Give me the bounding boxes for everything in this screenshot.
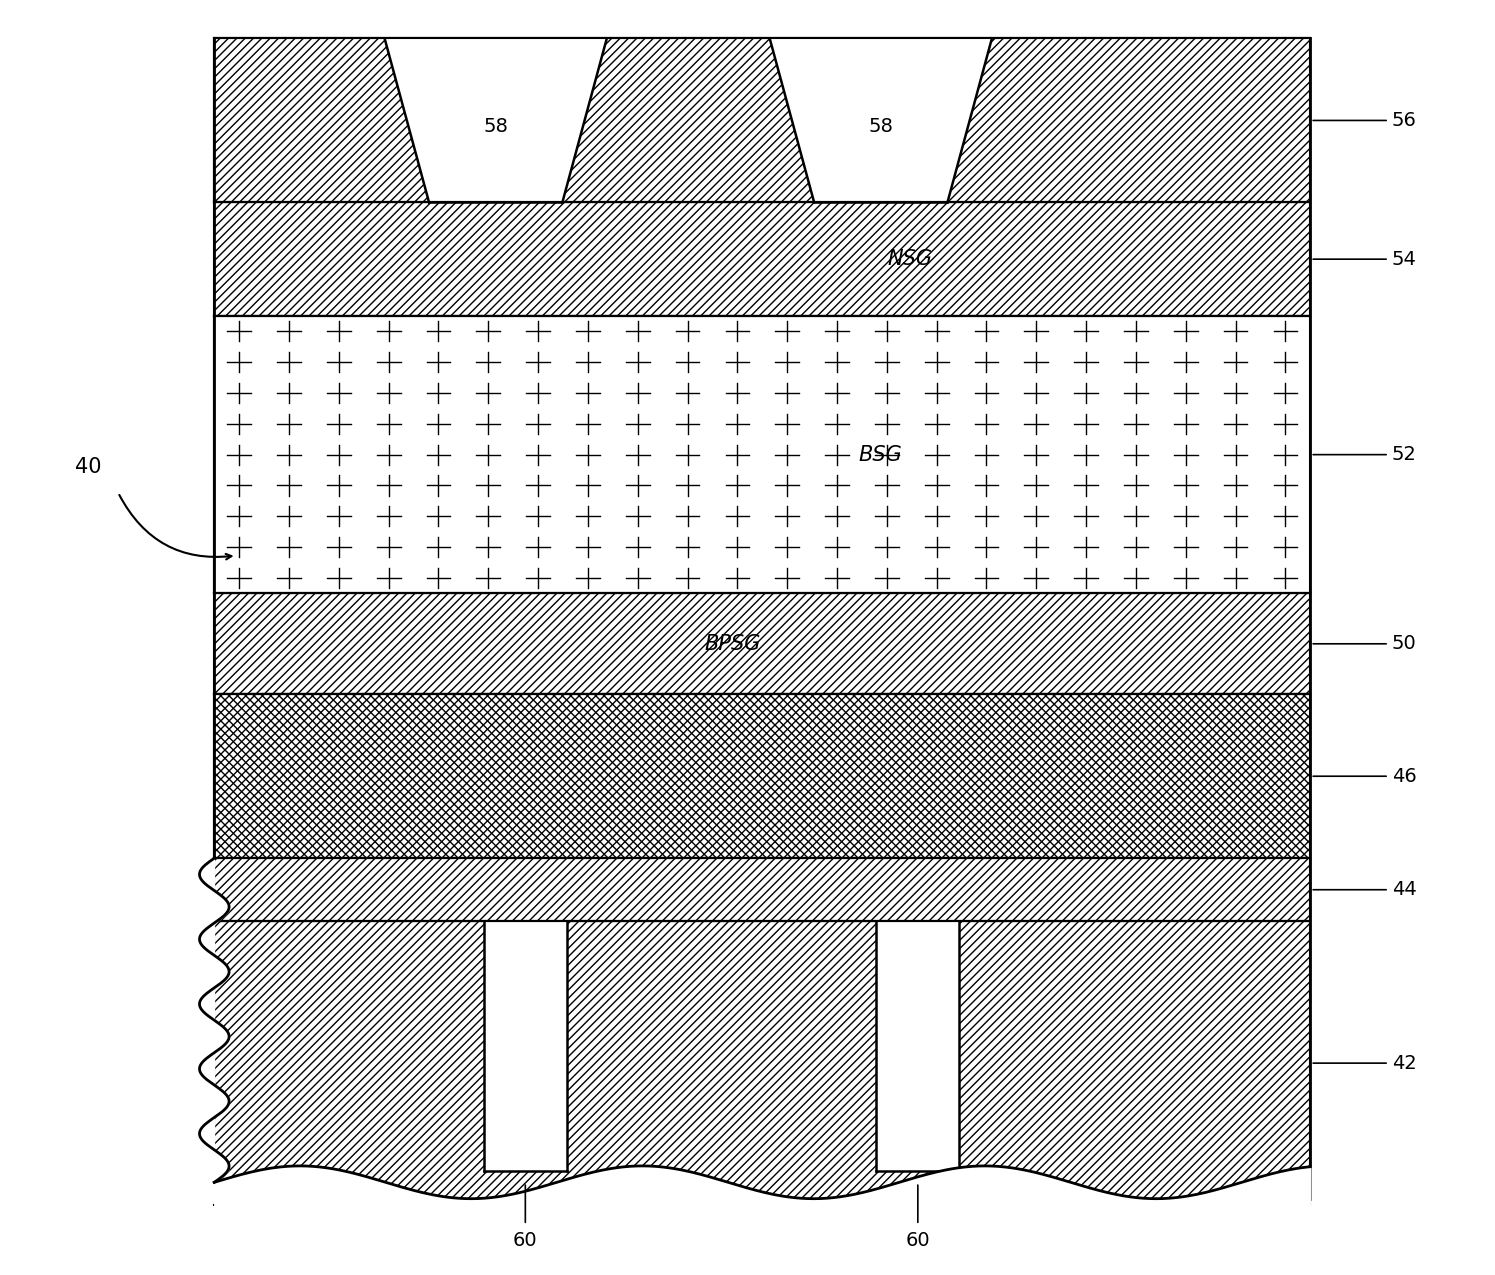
Text: 56: 56 [1313, 111, 1417, 130]
Text: NSG: NSG [888, 249, 933, 269]
Bar [214, 203, 1310, 316]
Text: 58: 58 [483, 117, 508, 136]
Text: 40: 40 [75, 458, 102, 477]
Bar [214, 38, 1310, 203]
Bar [214, 858, 1310, 922]
Text: BPSG: BPSG [704, 634, 761, 654]
Bar [214, 695, 1310, 858]
Bar [214, 858, 1310, 922]
Bar [214, 922, 1310, 1205]
Text: 44: 44 [1313, 880, 1417, 899]
Bar [214, 593, 1310, 695]
Polygon shape [384, 38, 607, 203]
Bar [214, 695, 1310, 858]
Text: 54: 54 [1313, 250, 1417, 269]
Text: 50: 50 [1313, 634, 1417, 653]
Bar [214, 695, 1310, 858]
Text: 52: 52 [1313, 445, 1417, 464]
Polygon shape [770, 38, 991, 203]
Bar [214, 38, 1310, 203]
Text: 58: 58 [869, 117, 893, 136]
Text: BSG: BSG [860, 445, 903, 464]
Bar [214, 316, 1310, 593]
Bar [214, 316, 1310, 593]
Text: 42: 42 [1313, 1053, 1417, 1072]
Bar [876, 922, 960, 1170]
Text: 60: 60 [906, 1230, 930, 1250]
Text: 46: 46 [1313, 766, 1417, 785]
Bar [214, 695, 1310, 858]
Bar [484, 922, 567, 1170]
Text: 60: 60 [513, 1230, 538, 1250]
